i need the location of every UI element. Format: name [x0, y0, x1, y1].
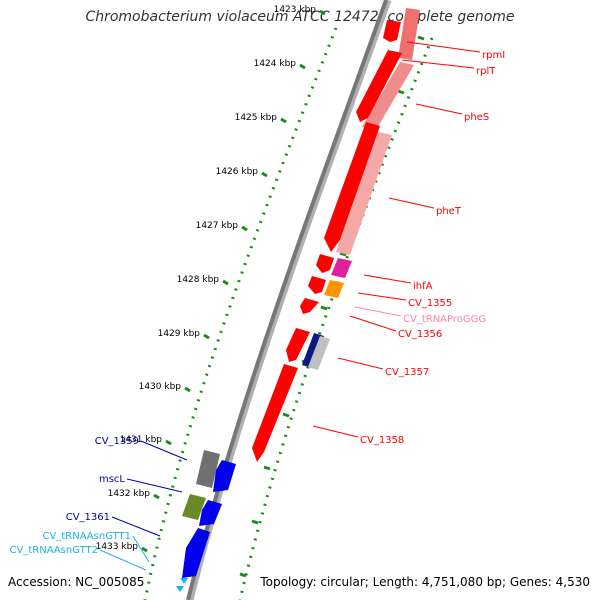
tick-label: 1433 kbp	[96, 542, 139, 552]
leader-line	[406, 41, 481, 53]
tick-label: 1424 kbp	[254, 59, 297, 69]
gene-label: CV_1357	[385, 367, 429, 378]
gene-label: pheS	[464, 112, 489, 123]
tick-mark	[261, 171, 268, 178]
gene-label: CV_tRNAAsnGTT1	[43, 531, 131, 542]
leader-line	[415, 103, 463, 115]
leader-line	[354, 306, 402, 317]
tick-mark	[299, 63, 306, 70]
gene-label: ihfA	[413, 281, 433, 292]
red-gene-arrow	[356, 50, 402, 122]
lower-features	[176, 450, 236, 592]
gene-label: CV_1358	[360, 435, 404, 446]
tick-mark	[282, 412, 290, 418]
light-strand-features	[302, 8, 420, 370]
tick-mark	[184, 386, 191, 393]
tick-labels: 1423 kbp 1424 kbp 1425 kbp 1426 kbp 1427 kbp…	[96, 5, 317, 552]
topology-label: Topology: circular; Length: 4,751,080 bp…	[260, 575, 590, 589]
leader-line	[349, 315, 397, 332]
red-gene-arrow	[308, 276, 326, 294]
gene-label: mscL	[99, 474, 125, 485]
magenta-feature	[331, 258, 352, 278]
tick-mark	[203, 333, 210, 340]
gene-label: rpmI	[482, 50, 505, 61]
blue-gene-arrow	[182, 528, 210, 578]
gene-label: CV_1355	[408, 298, 452, 309]
gene-label: CV_tRNAProGGG	[403, 314, 486, 325]
tick-mark	[222, 279, 229, 286]
tick-label: 1428 kbp	[177, 275, 220, 285]
tick-mark	[153, 493, 160, 500]
tick-mark	[165, 439, 172, 446]
tick-mark	[319, 9, 326, 16]
grey-feature	[308, 336, 330, 370]
grey-gene	[196, 450, 220, 488]
tick-mark	[263, 465, 271, 471]
gene-label: pheT	[436, 206, 462, 217]
olive-gene	[182, 494, 206, 520]
leader-line	[111, 516, 161, 537]
backbone-shadow	[186, 0, 392, 600]
leader-line	[401, 59, 475, 69]
leader-line	[357, 292, 407, 301]
leader-line	[99, 549, 147, 571]
left-gene-labels: CV_1359 mscL CV_1361 CV_tRNAAsnGTT1 CV_tRNAA…	[10, 436, 188, 571]
tick-mark	[280, 117, 287, 124]
accession-label: Accession: NC_005085	[8, 575, 145, 589]
tick-mark	[417, 35, 425, 41]
tick-label: 1426 kbp	[216, 167, 259, 177]
leader-line	[363, 274, 412, 284]
leader-line	[388, 197, 435, 209]
leader-line	[312, 425, 359, 438]
tick-label: 1429 kbp	[158, 329, 201, 339]
tick-label: 1431 kbp	[120, 435, 163, 445]
gene-label: rplT	[476, 66, 496, 77]
leader-line	[140, 440, 188, 461]
tick-mark	[241, 225, 248, 232]
right-gene-labels: rpmI rplT pheS pheT ihfA CV_1355 CV_tRNAProGGG…	[312, 41, 505, 446]
red-strand-features	[252, 20, 402, 462]
blue-gene-arrow	[199, 500, 222, 526]
red-gene-arrow	[300, 298, 319, 314]
leader-line	[126, 478, 183, 493]
light-feature	[362, 62, 414, 130]
tick-label: 1425 kbp	[235, 113, 278, 123]
red-gene-arrow	[252, 364, 298, 462]
trna-marker	[176, 586, 184, 592]
leader-line	[337, 357, 384, 370]
blue-gene-arrow	[213, 460, 236, 492]
outer-dot-ring	[143, 27, 338, 600]
tick-mark	[339, 251, 347, 257]
orange-feature	[324, 280, 344, 298]
tick-label: 1430 kbp	[139, 382, 182, 392]
tick-mark	[251, 519, 259, 525]
tick-mark	[239, 572, 247, 578]
gene-label: CV_tRNAAsnGTT2	[10, 545, 98, 556]
gene-label: CV_1359	[95, 436, 139, 447]
gene-label: CV_1356	[398, 329, 442, 340]
light-feature	[398, 8, 420, 60]
tick-label: 1427 kbp	[196, 221, 239, 231]
light-feature	[336, 132, 392, 255]
red-gene-arrow	[324, 122, 380, 252]
leader-line	[132, 535, 150, 563]
red-gene-arrow	[383, 20, 401, 42]
tick-mark	[397, 89, 405, 95]
gene-label: CV_1361	[66, 512, 110, 523]
trna-marker	[180, 578, 188, 584]
inner-dot-ring	[238, 37, 434, 600]
red-gene-arrow	[316, 254, 334, 273]
tick-mark	[320, 305, 328, 311]
tick-label: 1423 kbp	[274, 5, 317, 15]
tick-dashes	[141, 9, 425, 578]
red-gene-arrow	[286, 328, 310, 362]
tick-label: 1432 kbp	[108, 489, 151, 499]
tick-mark	[141, 546, 148, 553]
